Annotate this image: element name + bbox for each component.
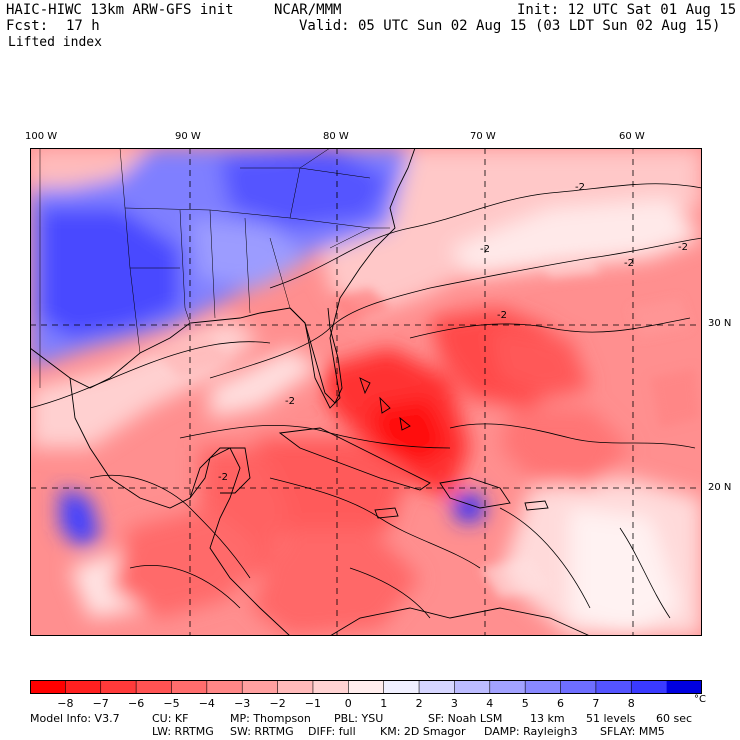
vertical-levels: 51 levels: [586, 712, 636, 725]
microphysics-scheme: MP: Thompson: [230, 712, 311, 725]
lon-label-70w: 70 W: [470, 131, 496, 142]
colorbar-segment: [525, 680, 562, 694]
colorbar-segment: [631, 680, 668, 694]
graticule: [30, 148, 702, 636]
contour-label: -2: [678, 242, 688, 253]
colorbar-unit: °C: [694, 694, 706, 705]
map-frame: [30, 148, 702, 636]
lon-label-60w: 60 W: [619, 131, 645, 142]
forecast-label: Fcst:: [6, 18, 49, 34]
colorbar-tick-label: −7: [92, 697, 109, 710]
colorbar-tick-label: −6: [127, 697, 145, 710]
colorbar-tick-label: 7: [592, 697, 600, 710]
colorbar-frame: [30, 680, 702, 694]
colorbar-segment: [489, 680, 526, 694]
colorbar-tick-label: 2: [415, 697, 423, 710]
colorbar-tick-label: −1: [304, 697, 321, 710]
field-name: Lifted index: [8, 35, 102, 50]
colorbar-segment: [30, 680, 66, 694]
lon-label-100w: 100 W: [25, 131, 58, 142]
coastlines: [30, 148, 591, 636]
init-time: Init: 12 UTC Sat 01 Aug 15: [517, 2, 737, 18]
contour-label: -2: [624, 258, 634, 269]
km-option: KM: 2D Smagor: [380, 725, 466, 738]
contour-lines: [30, 183, 702, 619]
colorbar-tick-label: 5: [521, 697, 529, 710]
map-canvas: -2 -2 -2 -2 -2 -2 -2: [30, 148, 702, 636]
center-label: NCAR/MMM: [274, 2, 342, 18]
colorbar-segment: [171, 680, 208, 694]
state-borders: [39, 148, 390, 388]
lon-label-90w: 90 W: [175, 131, 201, 142]
colorbar-tick-label: 8: [627, 697, 635, 710]
valid-time: Valid: 05 UTC Sun 02 Aug 15 (03 LDT Sun …: [299, 18, 721, 34]
colorbar-tick-label: 0: [344, 697, 352, 710]
contour-label: -2: [497, 310, 507, 321]
lifted-index-map: -2 -2 -2 -2 -2 -2 -2: [30, 148, 702, 636]
model-title: HAIC-HIWC 13km ARW-GFS init: [6, 2, 234, 18]
colorbar-segment: [595, 680, 632, 694]
lat-label-30n: 30 N: [708, 318, 732, 329]
model-version: Model Info: V3.7: [30, 712, 120, 725]
cumulus-scheme: CU: KF: [152, 712, 189, 725]
colorbar: [30, 680, 702, 694]
contour-label: -2: [285, 396, 295, 407]
colorbar-segment: [454, 680, 491, 694]
longwave-scheme: LW: RRTMG: [152, 725, 214, 738]
colorbar-tick-label: −4: [198, 697, 215, 710]
colorbar-tick-label: −8: [57, 697, 74, 710]
colorbar-segment: [277, 680, 314, 694]
colorbar-segment: [666, 680, 702, 694]
diffusion-option: DIFF: full: [308, 725, 356, 738]
colorbar-segment: [242, 680, 279, 694]
colorbar-tick-label: 3: [450, 697, 458, 710]
colorbar-tick-label: 1: [380, 697, 388, 710]
colorbar-segment: [348, 680, 385, 694]
colorbar-segment: [419, 680, 455, 694]
colorbar-tick-label: 4: [486, 697, 494, 710]
grid-spacing: 13 km: [530, 712, 565, 725]
colorbar-segment: [206, 680, 243, 694]
surface-layer-option: SFLAY: MM5: [600, 725, 665, 738]
contour-label: -2: [218, 472, 228, 483]
colorbar-tick-label: −2: [269, 697, 286, 710]
colorbar-segment: [136, 680, 172, 694]
colorbar-tick-label: 6: [557, 697, 564, 710]
colorbar-segment: [65, 680, 102, 694]
contour-label: -2: [575, 182, 585, 193]
colorbar-segment: [100, 680, 137, 694]
colorbar-segment: [383, 680, 420, 694]
time-step: 60 sec: [656, 712, 693, 725]
colorbar-tick-label: −3: [234, 697, 251, 710]
surface-scheme: SF: Noah LSM: [428, 712, 503, 725]
lat-label-20n: 20 N: [708, 482, 732, 493]
colorbar-tick-label: −5: [163, 697, 180, 710]
pbl-scheme: PBL: YSU: [334, 712, 384, 725]
colorbar-segment: [560, 680, 597, 694]
damping-option: DAMP: Rayleigh3: [484, 725, 578, 738]
lon-label-80w: 80 W: [323, 131, 349, 142]
colorbar-segment: [312, 680, 349, 694]
forecast-hour: 17 h: [66, 18, 100, 34]
shortwave-scheme: SW: RRTMG: [230, 725, 294, 738]
